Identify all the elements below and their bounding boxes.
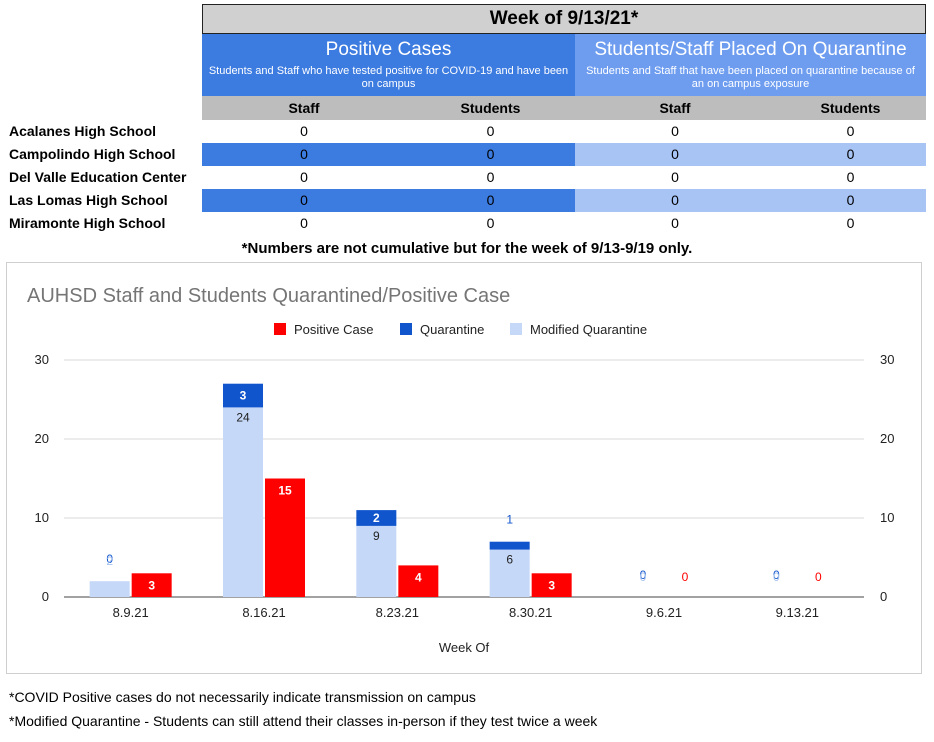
legend-swatch (274, 323, 286, 335)
y-tick-label-right: 20 (880, 431, 894, 446)
table-row: Del Valle Education Center 0 0 0 0 (0, 166, 934, 189)
data-label-modified-quarantine: 0 (640, 570, 647, 584)
table-cell: 0 (486, 215, 495, 231)
table-cell: 0 (300, 215, 308, 231)
table-cell: 0 (671, 146, 679, 162)
table-cell: 0 (671, 169, 679, 185)
footnote-modified-quarantine: *Modified Quarantine - Students can stil… (9, 713, 598, 729)
bar-modified-quarantine (356, 525, 397, 597)
bar-positive-case (531, 573, 572, 597)
bar-quarantine (489, 541, 530, 550)
column-header-positive-students: Students (460, 100, 521, 116)
y-tick-label-left: 10 (35, 510, 49, 525)
y-tick-label-left: 0 (42, 589, 49, 604)
table-cell: 0 (846, 169, 855, 185)
footnote-positive: *COVID Positive cases do not necessarily… (9, 689, 476, 705)
table-cell: 0 (671, 215, 679, 231)
y-tick-label-right: 0 (880, 589, 887, 604)
x-tick-label: 8.23.21 (376, 605, 419, 620)
data-label-modified-quarantine: 2 (106, 554, 113, 568)
legend-label: Modified Quarantine (530, 322, 647, 337)
column-header-row: Staff Students Staff Students (202, 96, 926, 120)
quarantine-header: Students/Staff Placed On Quarantine Stud… (575, 34, 926, 96)
table-cell: 0 (846, 123, 855, 139)
quarantine-title: Students/Staff Placed On Quarantine (594, 39, 907, 60)
column-header-quarantine-students: Students (820, 100, 881, 116)
y-tick-label-right: 10 (880, 510, 894, 525)
x-tick-label: 9.13.21 (776, 605, 819, 620)
table-row: Campolindo High School 0 0 0 0 (0, 143, 934, 166)
data-label-positive-case: 0 (682, 570, 689, 584)
positive-cases-subtitle: Students and Staff who have tested posit… (208, 65, 569, 90)
data-label-modified-quarantine: 24 (236, 410, 250, 424)
bar-modified-quarantine (489, 549, 530, 597)
positive-cases-header: Positive Cases Students and Staff who ha… (202, 34, 575, 96)
data-label-quarantine: 0 (773, 568, 780, 582)
table-cell: 0 (486, 146, 495, 162)
data-label-quarantine: 3 (240, 389, 247, 403)
school-name: Las Lomas High School (9, 192, 168, 208)
table-cell: 0 (300, 169, 308, 185)
chart-container: AUHSD Staff and Students Quarantined/Pos… (6, 262, 922, 674)
x-tick-label: 8.30.21 (509, 605, 552, 620)
school-name: Campolindo High School (9, 146, 176, 162)
table-note: *Numbers are not cumulative but for the … (241, 240, 693, 257)
school-name: Del Valle Education Center (9, 169, 187, 185)
legend-swatch (400, 323, 412, 335)
legend-label: Positive Case (294, 322, 373, 337)
table-cell: 0 (486, 192, 495, 208)
table-cell: 0 (300, 123, 308, 139)
table-cell: 0 (486, 123, 495, 139)
week-title: Week of 9/13/21* (202, 4, 926, 34)
data-label-positive-case: 4 (415, 570, 422, 584)
x-axis-label: Week Of (439, 640, 490, 655)
x-tick-label: 8.9.21 (113, 605, 149, 620)
positive-cases-title: Positive Cases (325, 39, 452, 60)
column-header-quarantine-staff: Staff (659, 100, 691, 116)
y-tick-label-left: 20 (35, 431, 49, 446)
data-label-modified-quarantine: 6 (506, 553, 513, 567)
table-cell: 0 (846, 192, 855, 208)
data-label-quarantine: 0 (640, 568, 647, 582)
data-label-quarantine: 0 (106, 552, 113, 566)
y-tick-label-left: 30 (35, 352, 49, 367)
bar-modified-quarantine (89, 581, 130, 597)
table-cell: 0 (486, 169, 495, 185)
quarantine-subtitle: Students and Staff that have been placed… (586, 65, 915, 90)
table-cell: 0 (846, 215, 855, 231)
data-label-quarantine: 1 (506, 513, 513, 527)
data-label-positive-case: 15 (278, 484, 292, 498)
bar-positive-case (265, 478, 305, 597)
bar-quarantine (223, 383, 263, 408)
x-tick-label: 8.16.21 (242, 605, 285, 620)
data-label-positive-case: 0 (815, 570, 822, 584)
table-row: Las Lomas High School 0 0 0 0 (0, 189, 934, 212)
table-cell: 0 (846, 146, 855, 162)
column-header-positive-staff: Staff (288, 100, 320, 116)
school-name: Acalanes High School (9, 123, 157, 139)
data-label-positive-case: 3 (148, 578, 155, 592)
table-row: Miramonte High School 0 0 0 0 (0, 212, 934, 235)
table-cell: 0 (300, 146, 308, 162)
table-row: Acalanes High School 0 0 0 0 (0, 120, 934, 143)
chart-title: AUHSD Staff and Students Quarantined/Pos… (27, 285, 511, 307)
bar-modified-quarantine (223, 407, 263, 597)
table-cell: 0 (671, 192, 679, 208)
bar-positive-case (398, 565, 439, 597)
y-tick-label-right: 30 (880, 352, 894, 367)
legend-label: Quarantine (420, 322, 484, 337)
data-label-positive-case: 3 (548, 578, 555, 592)
bar-positive-case (131, 573, 172, 597)
legend-swatch (510, 323, 522, 335)
data-label-quarantine: 2 (373, 511, 380, 525)
school-name: Miramonte High School (9, 215, 166, 231)
table-cell: 0 (300, 192, 308, 208)
x-tick-label: 9.6.21 (646, 605, 682, 620)
data-label-modified-quarantine: 9 (373, 529, 380, 543)
data-label-modified-quarantine: 0 (773, 570, 780, 584)
table-cell: 0 (671, 123, 679, 139)
bar-quarantine (356, 510, 397, 526)
